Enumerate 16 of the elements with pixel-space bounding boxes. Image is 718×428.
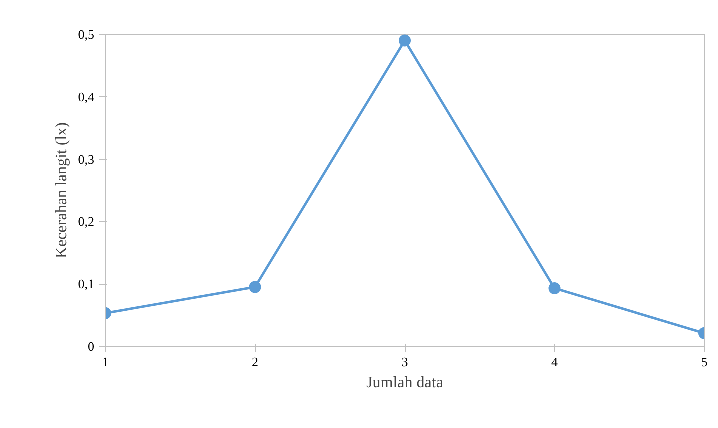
x-axis-title: Jumlah data bbox=[366, 374, 444, 392]
y-tick-label: 0,2 bbox=[78, 214, 94, 230]
x-tick-label: 1 bbox=[102, 354, 109, 370]
y-tick-label: 0 bbox=[88, 339, 94, 354]
y-tick-label: 0,5 bbox=[78, 27, 94, 42]
point bbox=[249, 281, 262, 294]
point bbox=[548, 282, 561, 294]
x-tick-label: 5 bbox=[701, 354, 708, 370]
point bbox=[399, 34, 411, 47]
x-tick-label: 3 bbox=[402, 354, 408, 370]
x-tick-label: 2 bbox=[252, 354, 258, 370]
y-tick-label: 0,1 bbox=[78, 276, 94, 292]
y-tick-label: 0,3 bbox=[78, 152, 94, 167]
x-tick-label: 4 bbox=[552, 354, 558, 370]
y-axis-title: Kecerahan langit (lx) bbox=[53, 122, 70, 258]
y-tick-label: 0,4 bbox=[78, 89, 95, 104]
